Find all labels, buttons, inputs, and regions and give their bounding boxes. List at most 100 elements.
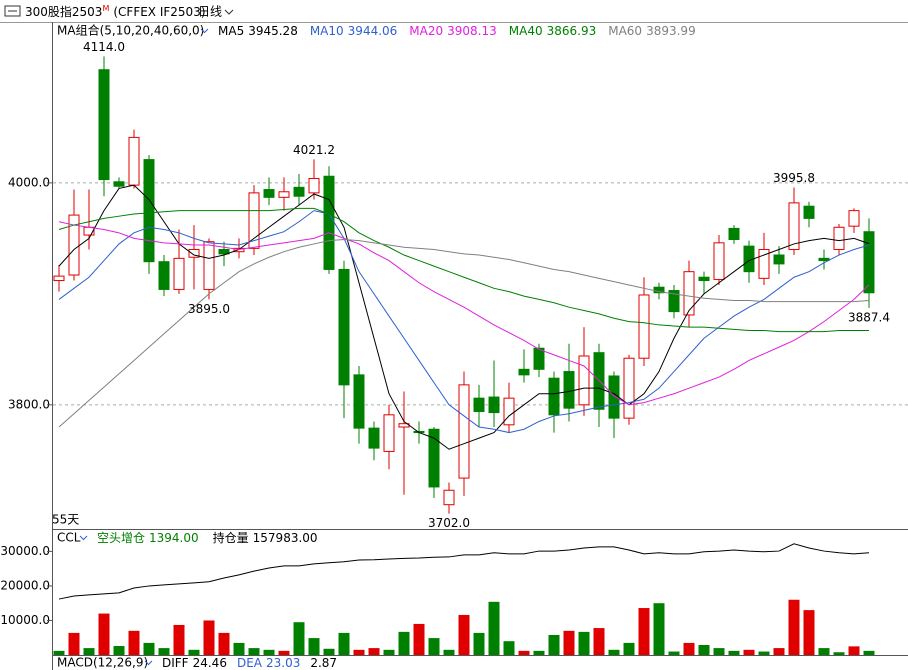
candle-body [248, 192, 260, 249]
toolbar-icon[interactable] [4, 5, 21, 17]
ma-line [58, 184, 870, 450]
volume-bar [113, 646, 125, 655]
volume-bar [68, 632, 80, 655]
candle-body [818, 257, 830, 262]
period[interactable]: 日线 [198, 5, 222, 19]
toolbar-symbol[interactable]: 300股指2503M (CFFEX IF2503) [25, 4, 206, 19]
volume-bar [773, 648, 785, 655]
extreme-label: 3702.0 [428, 516, 470, 530]
ma-line [58, 221, 870, 406]
candle-body [113, 181, 125, 187]
candle-body [53, 275, 65, 282]
candle-body [698, 276, 710, 282]
volume-bar [518, 650, 530, 655]
candle-body [473, 397, 485, 412]
caret [144, 660, 153, 666]
volume-bar [713, 648, 725, 655]
volume-bar [563, 630, 575, 655]
volume-bar [263, 649, 275, 655]
legend-name: MA40 [509, 24, 543, 38]
candle-body [368, 427, 380, 449]
volume-bar [173, 624, 185, 655]
extreme-label: 4114.0 [83, 40, 125, 54]
price-panel: 3800.0 4000.0 4114.0 4021.2 3995.8 3895.0 3702… [8, 23, 908, 530]
volume-bar [623, 642, 635, 655]
volume-bar [398, 631, 410, 655]
legend-title[interactable]: CCL [57, 531, 81, 545]
volume-bar [683, 642, 695, 655]
candle-body [68, 214, 80, 276]
volume-bar [248, 648, 260, 655]
volume-bar [833, 652, 845, 655]
volume-bar [323, 648, 335, 655]
volume-bar [443, 649, 455, 655]
caret [200, 28, 209, 34]
y-tick-label: 3800.0 [8, 397, 50, 411]
candle-body [773, 254, 785, 265]
candle-body [833, 226, 845, 250]
volume-bar [728, 650, 740, 655]
candle-body [233, 247, 245, 253]
symbol: 300股指2503 [25, 4, 102, 19]
y-tick-label: 4000.0 [8, 175, 50, 189]
volume-bar [143, 642, 155, 655]
volume-bar [158, 648, 170, 655]
legend-name: 空头增仓 [97, 531, 145, 545]
volume-bar [743, 649, 755, 655]
candle-body [578, 355, 590, 406]
candle-body [758, 248, 770, 279]
extreme-label: 3995.8 [773, 171, 815, 185]
volume-bar [278, 650, 290, 655]
candle-body [323, 175, 335, 270]
legend-value: 1394.00 [149, 531, 199, 545]
ccl-legend: 空头增仓 1394.00 持仓量 157983.00 [97, 530, 318, 545]
legend-name: MA10 [310, 24, 344, 38]
legend-value: 2.87 [310, 656, 337, 670]
candle-body [503, 397, 515, 426]
volume-bar [668, 651, 680, 655]
volume-bar [218, 632, 230, 655]
volume-bar [233, 642, 245, 655]
volume-bar [53, 650, 65, 655]
volume-bar [473, 632, 485, 655]
volume-bar [578, 631, 590, 655]
y-tick-label: 30000.0 [0, 544, 50, 558]
legend-name: 持仓量 [213, 530, 249, 545]
legend-value: 3908.13 [447, 24, 497, 38]
volume-bar [533, 650, 545, 655]
volume-bar [608, 649, 620, 655]
volume-bar [758, 651, 770, 655]
legend-name: DIFF [162, 656, 189, 670]
candle-body [203, 241, 215, 290]
volume-bar [353, 649, 365, 655]
candle-body [533, 347, 545, 370]
candle-body [443, 489, 455, 506]
volume-bar [368, 648, 380, 655]
legend-title[interactable]: MA组合(5,10,20,40,60,0) [57, 23, 204, 38]
ma-line [58, 207, 870, 333]
candle-body [713, 242, 725, 280]
candle-body [263, 189, 275, 198]
legend-value: 23.03 [266, 656, 300, 670]
candle-body [158, 261, 170, 290]
candle-body [428, 428, 440, 488]
caret [79, 535, 88, 541]
volume-bar [788, 599, 800, 655]
volume-bar [503, 641, 515, 655]
volume-bar [98, 613, 110, 655]
volume-bar [293, 622, 305, 655]
volume-bar [428, 638, 440, 655]
volume-bar [338, 632, 350, 655]
candle-body [143, 159, 155, 263]
toolbar: 300股指2503M (CFFEX IF2503) 日线 [0, 4, 908, 23]
legend-name: MA5 [218, 24, 244, 38]
candle-body [458, 384, 470, 479]
legend-value: 3945.28 [248, 24, 298, 38]
legend-title[interactable]: MACD(12,26,9) [57, 656, 148, 670]
volume-bar [188, 649, 200, 655]
candle-body [173, 257, 185, 290]
macd-legend: DIFF 24.46 DEA 23.03 2.87 [162, 656, 337, 670]
candle-body [278, 191, 290, 198]
legend-value: 3944.06 [348, 24, 398, 38]
